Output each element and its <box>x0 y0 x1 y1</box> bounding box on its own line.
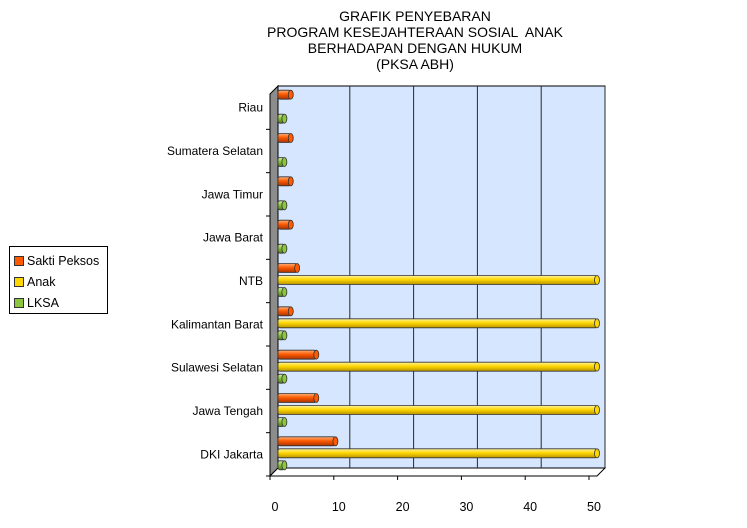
category-label-jawa-timur: Jawa Timur <box>202 187 263 201</box>
bar-anak-jawa-tengah <box>277 405 600 415</box>
category-label-kalimantan-barat: Kalimantan Barat <box>171 317 264 331</box>
bar-lksa-riau <box>277 113 288 124</box>
tick-labels: 0 10 20 30 40 50 <box>272 500 601 514</box>
legend-item-sakti-peksos: Sakti Peksos <box>14 250 103 271</box>
chart-title-line-2: PROGRAM KESEJAHTERAAN SOSIAL ANAK <box>267 24 563 40</box>
x-tick-label-50: 50 <box>587 500 601 514</box>
bar-sakti-peksos-dki-jakarta <box>277 436 339 447</box>
category-label-jawa-tengah: Jawa Tengah <box>193 404 264 418</box>
legend-item-anak: Anak <box>14 271 103 292</box>
legend: Sakti Peksos Anak LKSA <box>9 246 108 314</box>
chart-title: GRAFIK PENYEBARAN PROGRAM KESEJAHTERAAN … <box>200 8 630 72</box>
x-tick-label-20: 20 <box>396 500 410 514</box>
legend-swatch-anak <box>14 276 24 287</box>
plot-floor <box>268 467 607 477</box>
bar-anak-sulawesi-selatan <box>277 361 600 372</box>
bars <box>277 89 600 471</box>
bar-lksa-jawa-tengah <box>277 417 288 427</box>
bar-sakti-peksos-riau <box>277 89 294 100</box>
bar-sakti-peksos-jawa-timur <box>277 176 294 187</box>
bar-sakti-peksos-jawa-barat <box>277 219 294 230</box>
bar-lksa-kalimantan-barat <box>277 330 288 341</box>
bar-sakti-peksos-jawa-tengah <box>277 393 320 403</box>
x-tick-label-30: 30 <box>459 500 473 514</box>
bar-anak-ntb <box>277 275 600 285</box>
category-label-sulawesi-selatan: Sulawesi Selatan <box>171 361 263 375</box>
category-label-sumatera-selatan: Sumatera Selatan <box>167 144 263 158</box>
bar-sakti-peksos-kalimantan-barat <box>277 306 294 317</box>
chart-title-line-1: GRAFIK PENYEBARAN <box>339 8 491 24</box>
legend-swatch-lksa <box>14 297 24 308</box>
legend-item-lksa: LKSA <box>14 292 103 313</box>
x-tick-label-10: 10 <box>332 500 346 514</box>
category-labels: DKI Jakarta Jawa Tengah Sulawesi Selatan Ka… <box>167 101 264 462</box>
plot-side-wall <box>269 84 279 478</box>
chart-title-line-4: (PKSA ABH) <box>376 56 454 72</box>
x-tick-label-0: 0 <box>272 500 279 514</box>
legend-label-anak: Anak <box>27 274 56 289</box>
legend-swatch-sakti-peksos <box>14 255 24 266</box>
bar-lksa-jawa-timur <box>277 200 288 211</box>
bar-lksa-sumatera-selatan <box>277 157 288 167</box>
chart-title-line-3: BERHADAPAN DENGAN HUKUM <box>307 40 523 56</box>
category-label-jawa-barat: Jawa Barat <box>203 231 264 245</box>
legend-label-sakti-peksos: Sakti Peksos <box>27 253 100 268</box>
bar-lksa-dki-jakarta <box>277 460 288 471</box>
bar-anak-kalimantan-barat <box>277 318 600 329</box>
category-label-dki-jakarta: DKI Jakarta <box>200 447 263 461</box>
bar-sakti-peksos-ntb <box>277 263 301 273</box>
bar-lksa-ntb <box>277 287 288 297</box>
bar-lksa-sulawesi-selatan <box>277 373 288 384</box>
bar-anak-dki-jakarta <box>277 448 600 459</box>
legend-label-lksa: LKSA <box>27 295 59 310</box>
category-label-ntb: NTB <box>239 274 263 288</box>
bar-lksa-jawa-barat <box>277 243 288 254</box>
axes <box>266 94 597 480</box>
category-label-riau: Riau <box>238 101 263 115</box>
bar-sakti-peksos-sumatera-selatan <box>277 133 294 143</box>
bar-sakti-peksos-sulawesi-selatan <box>277 349 320 360</box>
x-tick-label-40: 40 <box>523 500 537 514</box>
